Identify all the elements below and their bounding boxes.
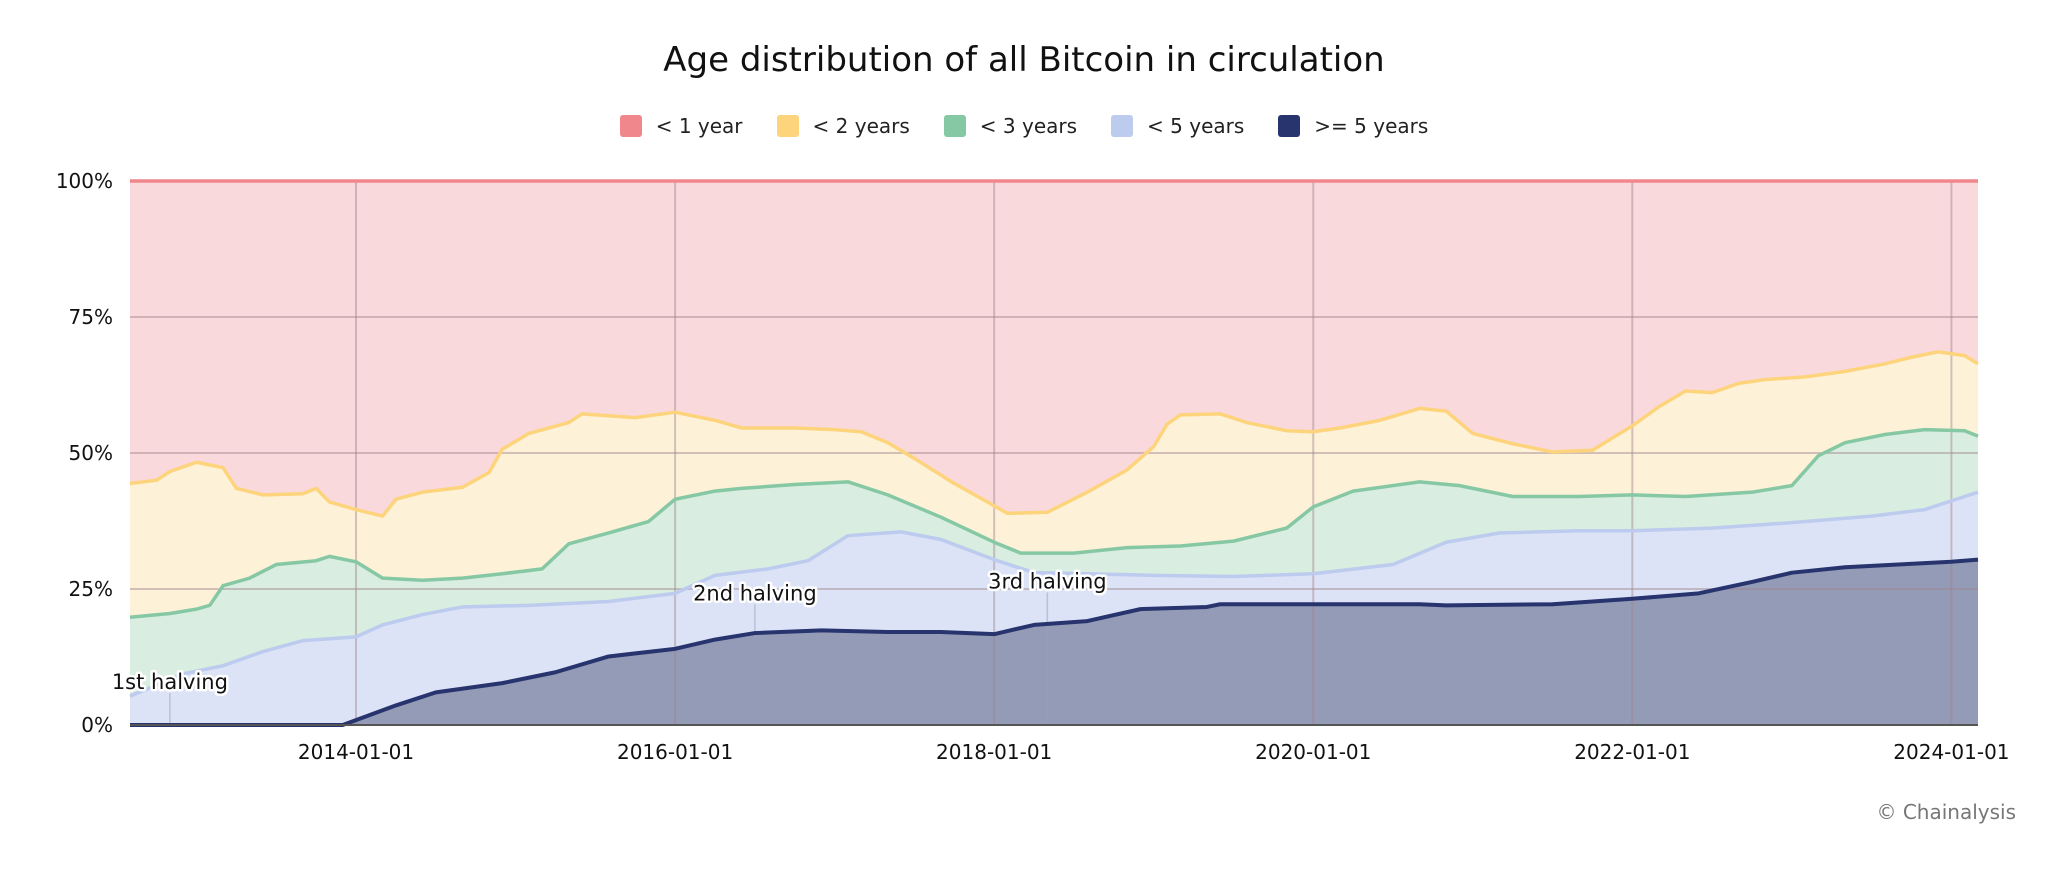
legend-swatch: [1278, 115, 1301, 137]
legend-item-ge5y[interactable]: >= 5 years: [1278, 114, 1428, 138]
halving-label: 2nd halving: [693, 581, 817, 605]
chart-title: Age distribution of all Bitcoin in circu…: [663, 40, 1385, 80]
halving-label: 3rd halving: [988, 569, 1107, 593]
halving-label: 1st halving: [112, 670, 228, 694]
y-tick-label: 25%: [69, 577, 113, 601]
legend-label: < 2 years: [812, 114, 910, 138]
legend-swatch: [943, 115, 966, 137]
legend-label: < 5 years: [1147, 114, 1245, 138]
legend-item-lt2y[interactable]: < 2 years: [776, 114, 910, 138]
x-tick-label: 2020-01-01: [1255, 740, 1371, 764]
chainalysis-credit: © Chainalysis: [1876, 800, 2016, 824]
legend-item-lt3y[interactable]: < 3 years: [943, 114, 1078, 138]
legend-item-lt5y[interactable]: < 5 years: [1111, 114, 1244, 138]
x-tick-label: 2022-01-01: [1574, 740, 1690, 764]
legend-label: >= 5 years: [1314, 114, 1429, 138]
legend-swatch: [1111, 115, 1134, 137]
legend: < 1 year < 2 years < 3 years < 5 years >…: [0, 114, 2048, 138]
x-tick-label: 2018-01-01: [936, 740, 1052, 764]
y-tick-label: 0%: [81, 713, 113, 737]
series-line--2-years: [129, 350, 1979, 518]
legend-label: < 3 years: [979, 114, 1078, 138]
y-tick-label: 50%: [69, 441, 113, 465]
legend-item-lt1y[interactable]: < 1 year: [619, 114, 743, 138]
series-line--5-years: [129, 490, 1979, 698]
y-tick-label: 75%: [69, 305, 113, 329]
y-tick-label: 100%: [56, 169, 113, 193]
legend-swatch: [619, 115, 642, 137]
x-tick-label: 2016-01-01: [617, 740, 733, 764]
area--5-years: [130, 559, 1978, 725]
x-tick-label: 2024-01-01: [1893, 740, 2009, 764]
legend-label: < 1 year: [655, 114, 743, 138]
legend-swatch: [776, 115, 799, 137]
series-line--5-years: [130, 557, 1979, 727]
series-line--3-years: [129, 427, 1979, 620]
x-tick-label: 2014-01-01: [298, 740, 414, 764]
